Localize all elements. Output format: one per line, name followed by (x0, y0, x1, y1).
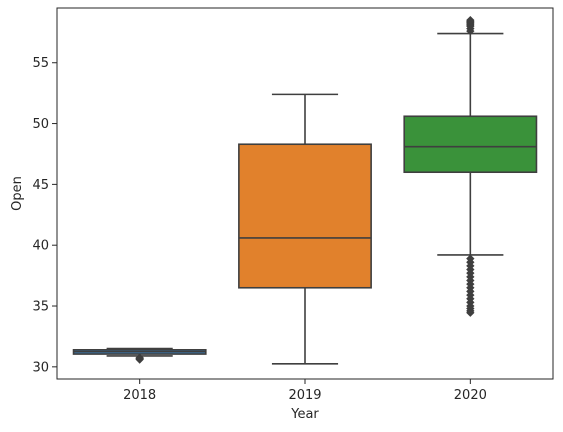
x-axis-ticks: 2018 2019 2020 (123, 379, 487, 403)
y-tick-label: 40 (32, 239, 49, 254)
y-tick-label: 35 (32, 300, 49, 315)
x-tick-label: 2019 (288, 388, 321, 403)
x-tick-label: 2020 (454, 388, 487, 403)
outlier-point (466, 308, 475, 317)
iqr-box (238, 143, 372, 289)
iqr-box (403, 115, 538, 174)
y-tick-label: 45 (32, 178, 49, 193)
y-tick-label: 55 (32, 56, 49, 71)
box-2020 (403, 15, 538, 317)
y-tick-label: 30 (32, 360, 49, 375)
y-tick-label: 50 (32, 117, 49, 132)
boxes-layer (72, 15, 538, 365)
box-2018 (72, 347, 207, 364)
y-axis-ticks: 30 35 40 45 50 55 (32, 56, 57, 375)
y-axis-label: Open (10, 176, 25, 211)
x-tick-label: 2018 (123, 388, 156, 403)
box-2019 (238, 93, 372, 365)
x-axis-label: Year (290, 407, 319, 422)
plot-area-frame (56, 7, 554, 380)
outlier-point (135, 353, 144, 362)
outlier-point (466, 15, 475, 25)
